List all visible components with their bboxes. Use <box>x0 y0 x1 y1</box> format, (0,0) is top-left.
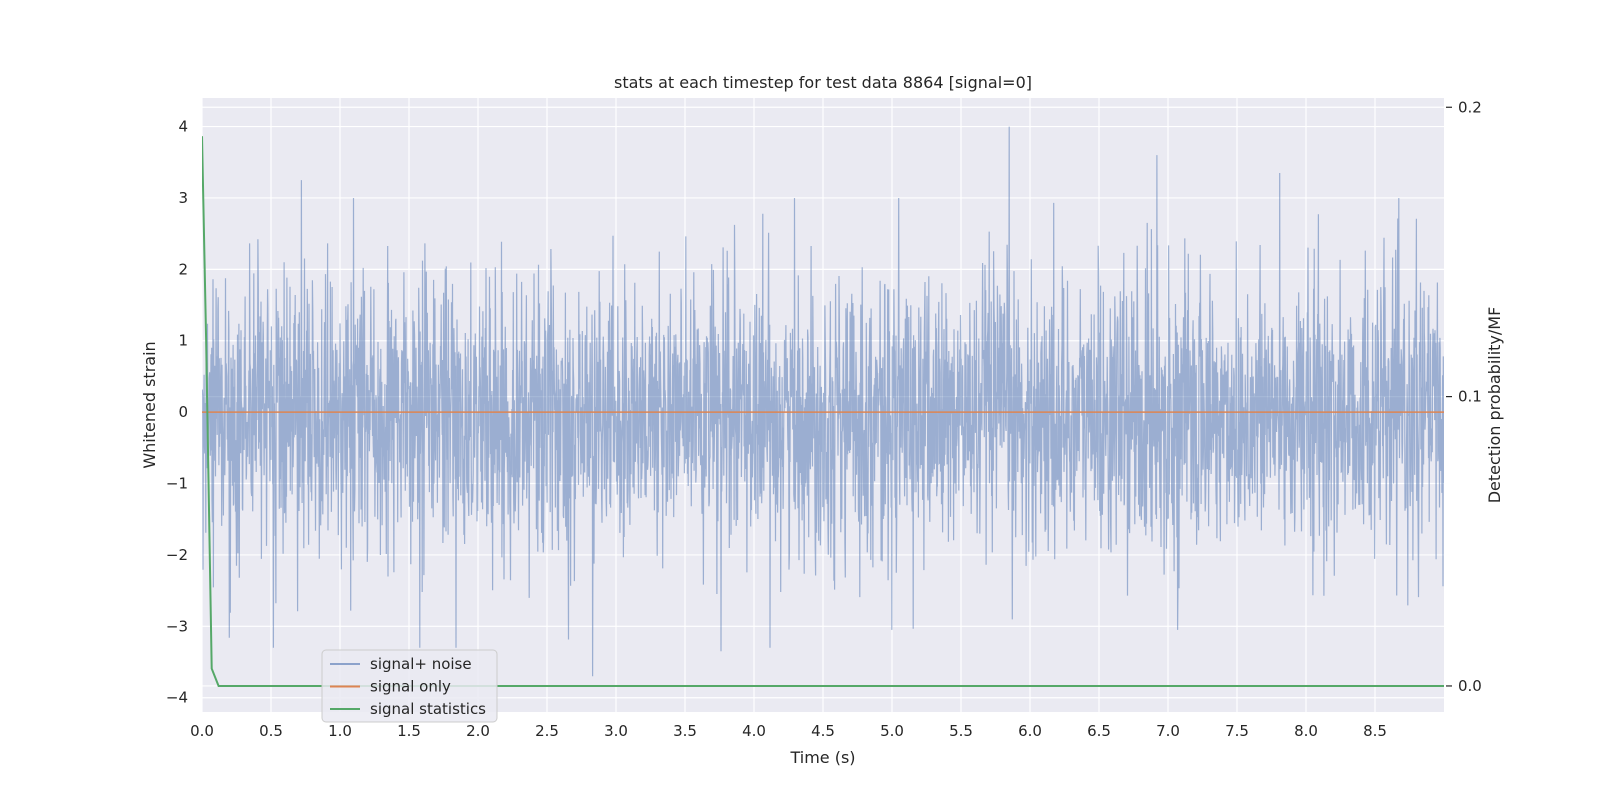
y-tick-label: 1 <box>178 332 188 350</box>
x-tick-label: 5.0 <box>880 722 904 740</box>
y-tick-label: 3 <box>178 189 188 207</box>
legend-label: signal statistics <box>370 700 486 718</box>
x-tick-label: 7.5 <box>1225 722 1249 740</box>
x-axis-label: Time (s) <box>789 748 855 767</box>
y-tick-labels: −4 −3 −2 −1 0 1 2 3 4 <box>166 118 188 707</box>
x-tick-label: 7.0 <box>1156 722 1180 740</box>
y2-tick-labels: 0.0 0.1 0.2 <box>1446 98 1482 695</box>
x-tick-labels: 0.0 0.5 1.0 1.5 2.0 2.5 3.0 3.5 4.0 4.5 5.0 5.5 6.0 6… <box>190 722 1387 740</box>
x-tick-label: 6.0 <box>1018 722 1042 740</box>
y-tick-label: 0 <box>178 403 188 421</box>
legend-box <box>321 649 498 723</box>
x-tick-label: 1.0 <box>328 722 352 740</box>
x-tick-label: 0.0 <box>190 722 214 740</box>
x-tick-label: 8.0 <box>1294 722 1318 740</box>
y2-tick-label: 0.0 <box>1458 677 1482 695</box>
y2-tick-label: 0.1 <box>1458 388 1482 406</box>
y-axis-label: Whitened strain <box>140 341 159 468</box>
series-layer <box>202 126 1444 687</box>
legend-label: signal+ noise <box>370 655 472 673</box>
x-tick-label: 8.5 <box>1363 722 1387 740</box>
x-tick-label: 0.5 <box>259 722 283 740</box>
y-tick-label: 4 <box>178 118 188 136</box>
legend: signal+ noise signal only signal statistic… <box>321 649 498 723</box>
y-tick-label: −1 <box>166 475 188 493</box>
y-tick-label: −3 <box>166 617 188 635</box>
x-tick-label: 2.5 <box>535 722 559 740</box>
x-tick-label: 4.0 <box>742 722 766 740</box>
x-tick-label: 3.5 <box>673 722 697 740</box>
x-tick-label: 5.5 <box>949 722 973 740</box>
y-tick-label: −4 <box>166 689 188 707</box>
chart-title: stats at each timestep for test data 886… <box>614 73 1032 92</box>
x-tick-label: 1.5 <box>397 722 421 740</box>
legend-label: signal only <box>370 678 451 696</box>
x-tick-label: 4.5 <box>811 722 835 740</box>
x-tick-label: 6.5 <box>1087 722 1111 740</box>
series-signal-statistics <box>202 136 1444 687</box>
x-tick-label: 3.0 <box>604 722 628 740</box>
y-tick-label: 2 <box>178 260 188 278</box>
y-tick-label: −2 <box>166 546 188 564</box>
y2-tick-label: 0.2 <box>1458 98 1482 116</box>
x-tick-label: 2.0 <box>466 722 490 740</box>
series-signal-noise <box>202 126 1444 677</box>
y2-axis-label: Detection probability/MF <box>1485 307 1504 504</box>
